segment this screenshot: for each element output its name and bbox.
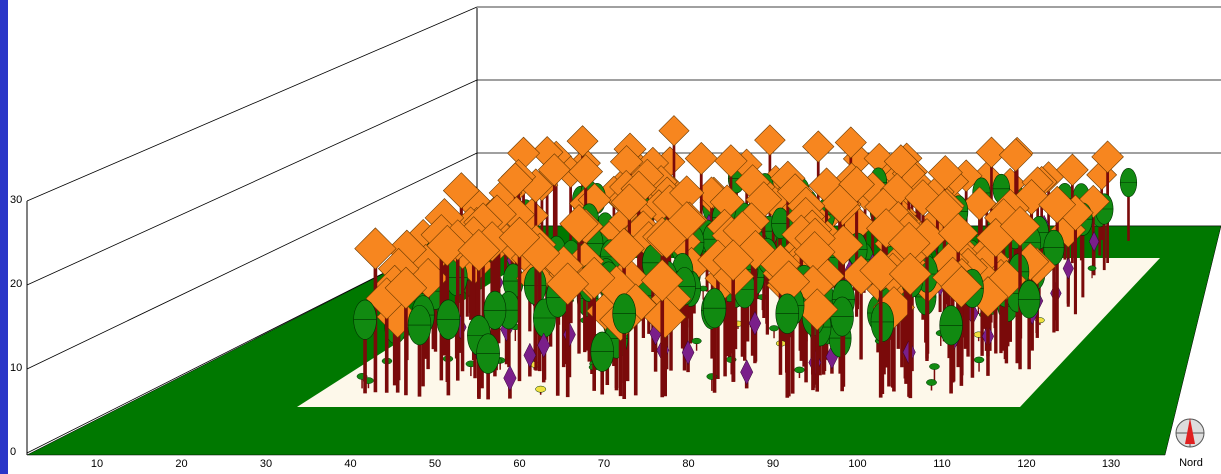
- y-tick-label: 30: [10, 194, 22, 206]
- crown: [999, 139, 1032, 172]
- sapling: [974, 357, 984, 363]
- crown: [755, 125, 786, 156]
- sapling: [1088, 266, 1096, 271]
- y-tick-label: 0: [10, 446, 16, 458]
- crown: [803, 131, 834, 162]
- sapling: [929, 363, 939, 369]
- x-tick-label: 40: [344, 458, 356, 470]
- sapling: [692, 338, 702, 344]
- x-tick-label: 100: [848, 458, 866, 470]
- x-tick-label: 110: [933, 458, 951, 470]
- y-tick-label: 10: [10, 362, 22, 374]
- x-tick-label: 60: [513, 458, 525, 470]
- crown: [1057, 154, 1089, 186]
- x-tick-label: 80: [682, 458, 694, 470]
- window-edge: [0, 0, 8, 474]
- compass-label: Nord: [1179, 457, 1203, 469]
- compass: Nord: [1176, 418, 1204, 469]
- crown: [659, 116, 689, 146]
- sapling: [769, 325, 778, 331]
- crown: [567, 126, 598, 157]
- x-tick-label: 10: [91, 458, 103, 470]
- sapling: [535, 386, 545, 392]
- sapling: [794, 367, 804, 373]
- sapling: [926, 379, 936, 385]
- x-tick-label: 70: [598, 458, 610, 470]
- grid-line: [27, 7, 477, 201]
- x-tick-label: 130: [1102, 458, 1120, 470]
- x-tick-label: 90: [767, 458, 779, 470]
- x-tick-label: 20: [175, 458, 187, 470]
- x-tick-label: 120: [1017, 458, 1035, 470]
- x-tick-label: 30: [260, 458, 272, 470]
- crown: [685, 142, 717, 174]
- forest-view: Nord 0 10 20 30 10 20 30 40 50 60 70 80 90 100 110 120 1…: [0, 0, 1221, 474]
- y-tick-label: 20: [10, 278, 22, 290]
- x-tick-label: 50: [429, 458, 441, 470]
